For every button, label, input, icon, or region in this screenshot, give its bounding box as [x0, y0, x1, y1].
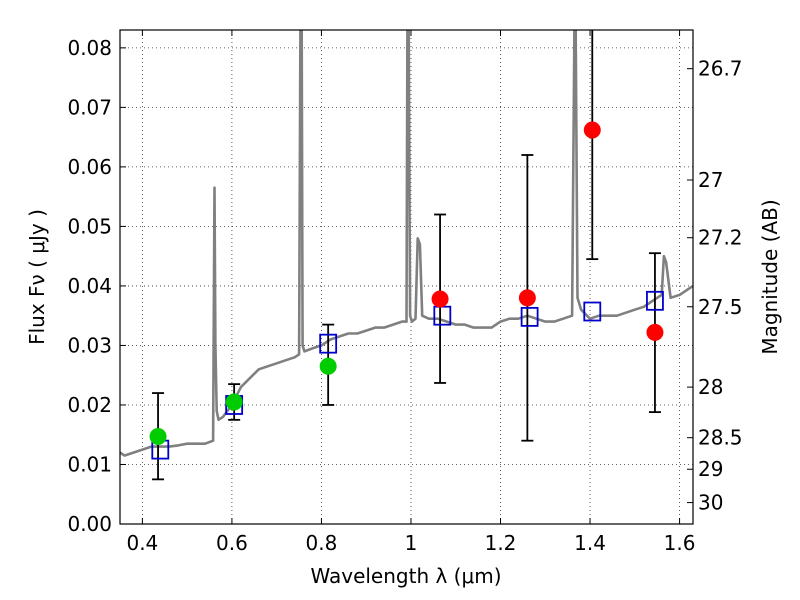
right-axis-label: Magnitude (AB) — [758, 199, 782, 354]
observed-point-circle — [583, 121, 601, 139]
y-tick-label: 0.06 — [67, 155, 112, 179]
right-tick-label: 27.5 — [698, 295, 743, 319]
observed-point-circle — [149, 428, 167, 446]
x-tick-label: 0.4 — [126, 531, 158, 555]
right-tick-label: 29 — [698, 457, 723, 481]
model-spectrum — [120, 30, 693, 457]
right-tick-label: 27 — [698, 168, 723, 192]
right-tick-label: 30 — [698, 491, 723, 515]
model-point-square — [319, 333, 338, 354]
y-tick-label: 0.07 — [67, 95, 112, 119]
observed-photometry-points — [149, 121, 664, 446]
model-point-square — [520, 306, 539, 327]
x-tick-label: 1.2 — [485, 531, 517, 555]
x-tick-label: 0.8 — [306, 531, 338, 555]
right-tick-label: 28 — [698, 375, 723, 399]
y-tick-label: 0.03 — [67, 333, 112, 357]
y-tick-label: 0.05 — [67, 214, 112, 238]
axis-ticks: 0.4 0.6 0.8 1 1.2 1.4 1.6 0.00 0.01 0.02 0.03 0.04 0… — [67, 30, 743, 555]
y-tick-label: 0.01 — [67, 452, 112, 476]
right-tick-label: 27.2 — [698, 226, 743, 250]
right-tick-label: 26.7 — [698, 57, 743, 81]
model-point-square — [646, 290, 664, 311]
model-photometry-points — [151, 290, 664, 460]
plot-frame — [119, 29, 694, 525]
model-spectrum-line — [120, 30, 693, 457]
y-tick-label: 0.00 — [67, 512, 112, 536]
y-axis-label: Flux Fν ( μJy ) — [25, 209, 49, 345]
x-tick-label: 1 — [405, 531, 418, 555]
y-tick-label: 0.02 — [67, 393, 112, 417]
y-tick-label: 0.08 — [67, 36, 112, 60]
x-axis-label: Wavelength λ (μm) — [310, 564, 501, 588]
model-point-square — [583, 301, 602, 322]
observed-point-circle — [431, 290, 449, 308]
x-tick-label: 1.6 — [664, 531, 696, 555]
x-tick-label: 1.4 — [574, 531, 606, 555]
x-tick-label: 0.6 — [216, 531, 248, 555]
observed-point-circle — [646, 323, 664, 341]
observed-point-circle — [225, 393, 243, 411]
right-tick-label: 28.5 — [698, 426, 743, 450]
observed-point-circle — [319, 357, 337, 375]
observed-point-circle — [518, 289, 536, 307]
y-tick-label: 0.04 — [67, 274, 112, 298]
